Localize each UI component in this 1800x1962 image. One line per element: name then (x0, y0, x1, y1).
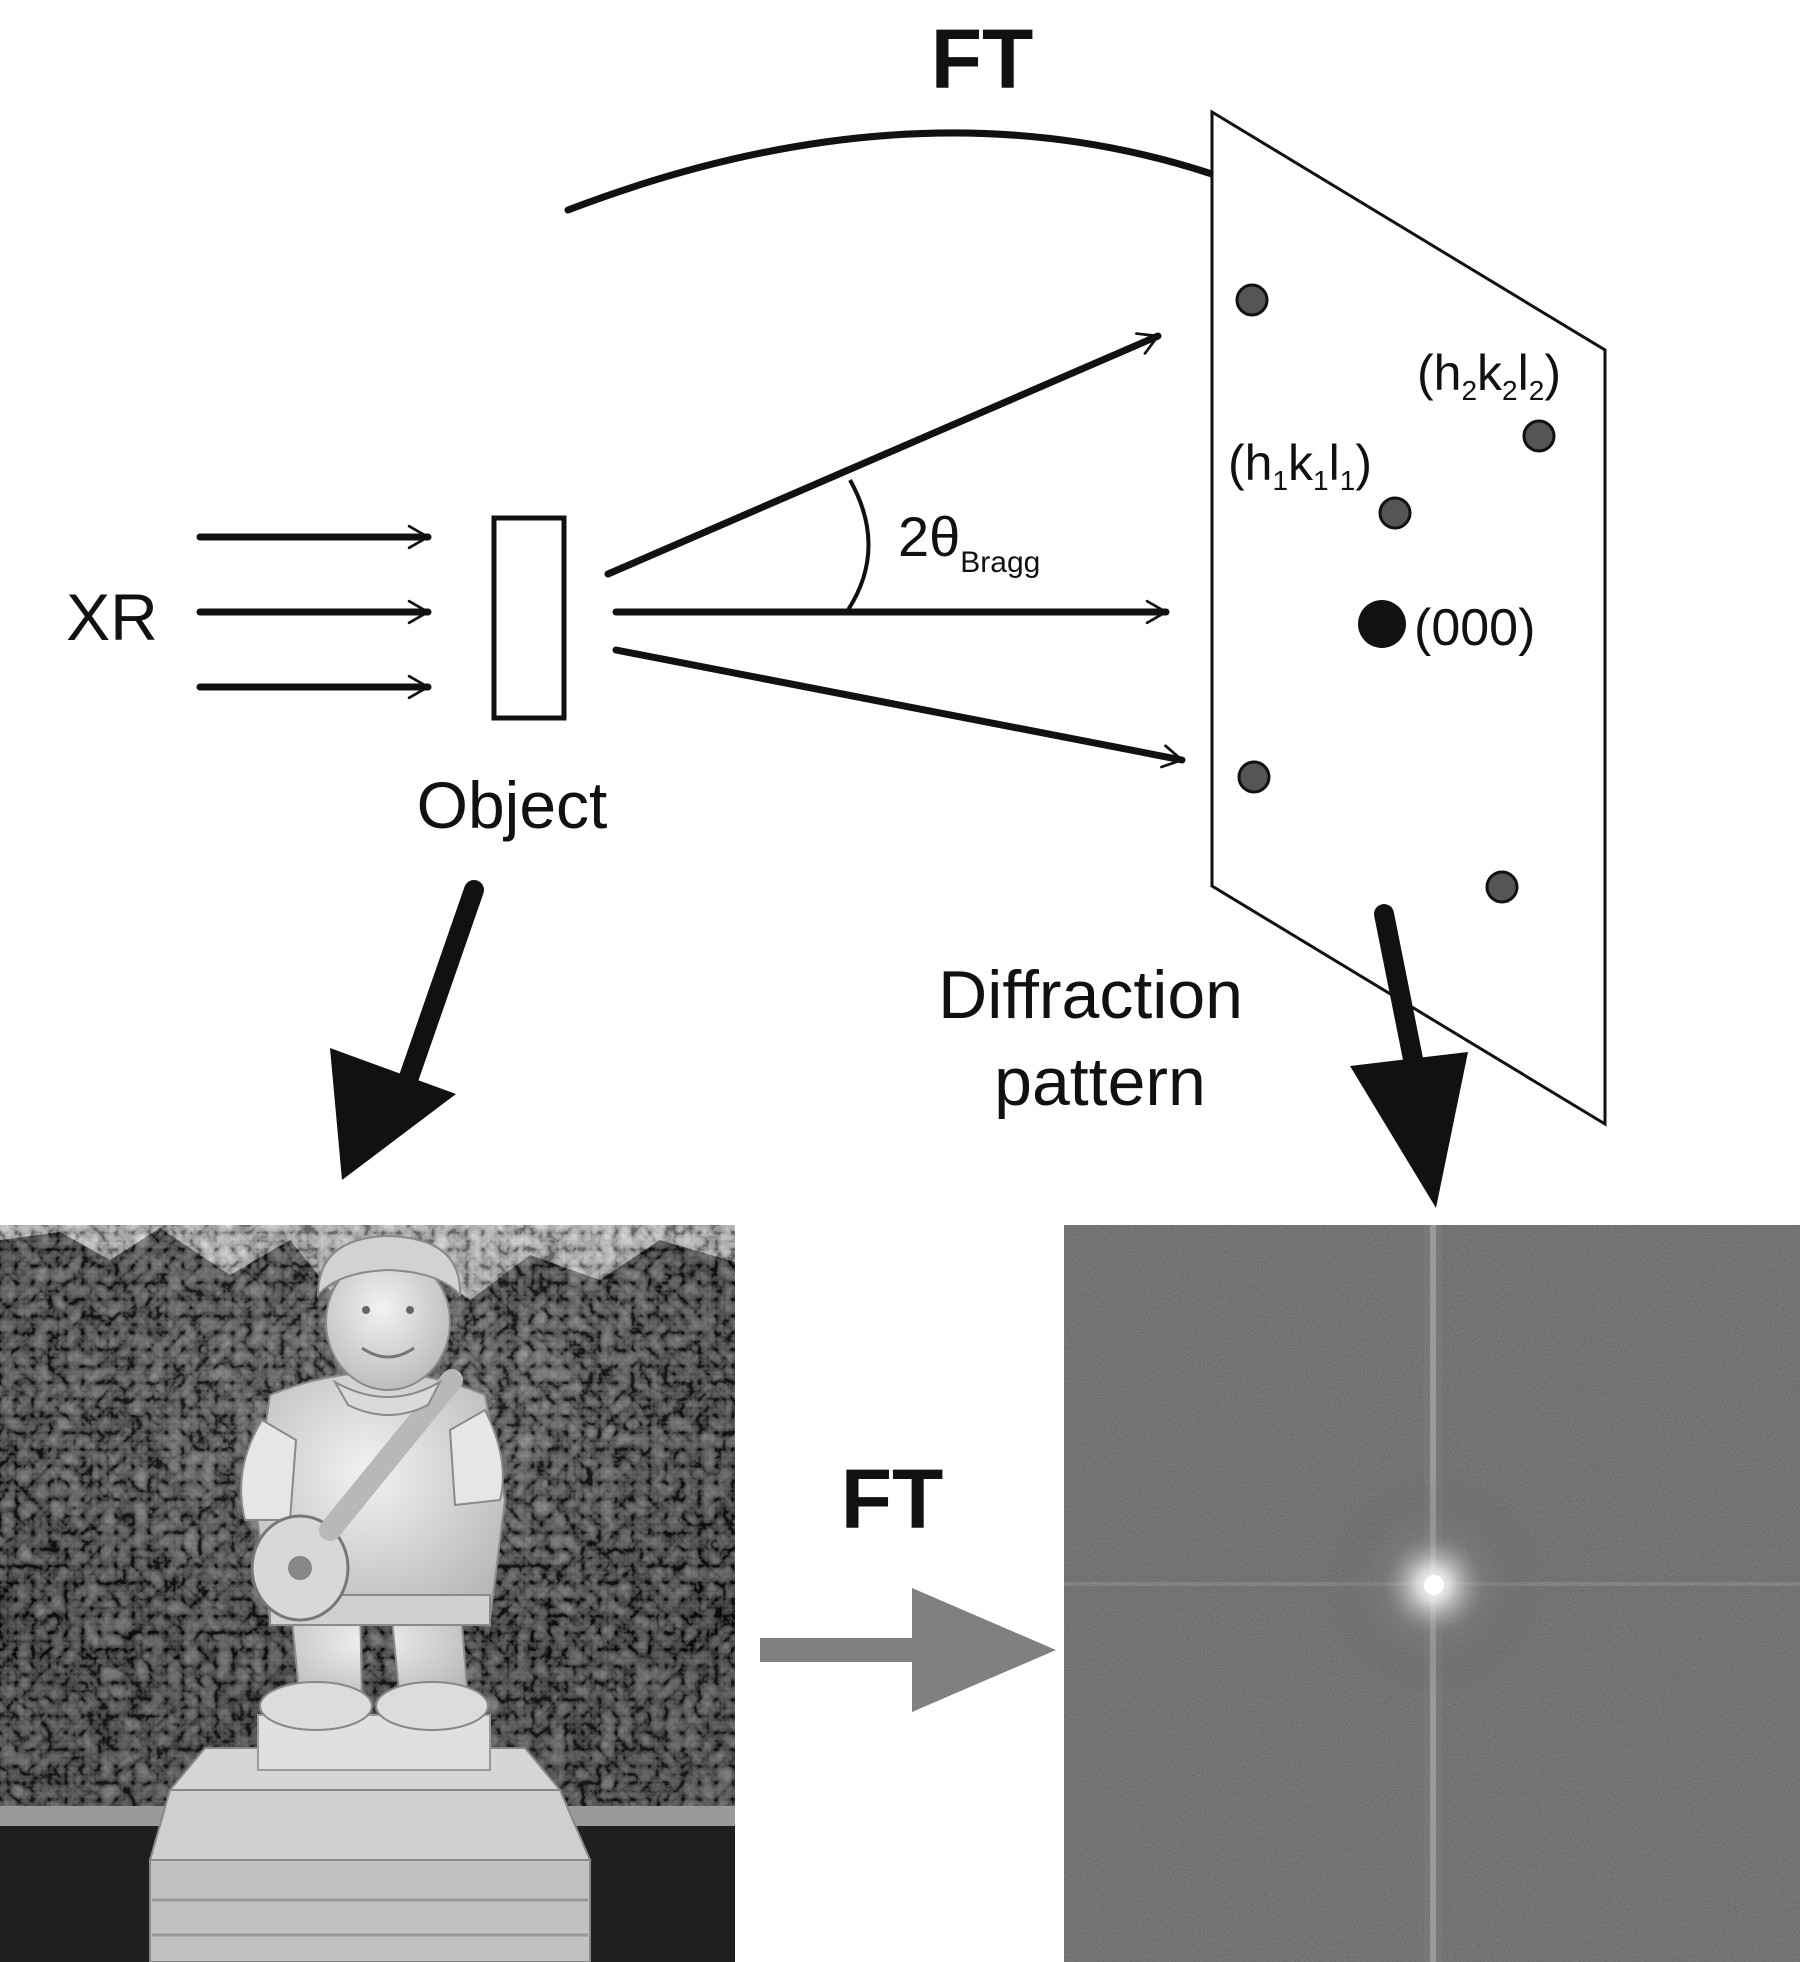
pedestal-base (149, 1859, 591, 1962)
origin-spot (1358, 600, 1406, 648)
ft-top-label: FT (931, 12, 1034, 106)
ft-top-group: FT (564, 12, 1289, 214)
ft-grey-arrow-shaft (760, 1638, 936, 1662)
ft-grey-arrow-head (912, 1588, 1056, 1712)
pedestal-body (148, 1789, 592, 1861)
down-arrows-group (330, 880, 1468, 1208)
object-label: Object (417, 768, 608, 842)
statue-guitar-neck (319, 1369, 463, 1541)
hkl2-label: (h2k2l2) (1417, 345, 1561, 406)
diffracted-beams-group: 2θBragg (604, 332, 1186, 769)
beam-upper (604, 332, 1162, 578)
detector-plane (1210, 109, 1607, 1127)
two-theta-main: 2θ (898, 505, 960, 568)
object-down-arrow-head (330, 1048, 456, 1180)
ft-bottom-group: FT (760, 1452, 1056, 1712)
object-group: Object (417, 515, 608, 842)
bragg-angle-arc (846, 479, 871, 612)
diffraction-spot-4 (1237, 760, 1271, 794)
statue-smile (361, 1346, 415, 1359)
ft-curved-arrow (564, 129, 1289, 214)
statue-shoes (259, 1681, 373, 1731)
ft-bottom-label: FT (841, 1452, 944, 1546)
origin-label: (000) (1414, 599, 1535, 657)
statue-hat (316, 1234, 462, 1298)
diffraction-spot-hkl2 (1522, 419, 1556, 453)
diffraction-pattern-label: Diffraction pattern (938, 957, 1262, 1120)
diffraction-spot-hkl1 (1378, 496, 1412, 530)
hkl1-label: (h1k1l1) (1228, 435, 1372, 496)
diffraction-label-line1: Diffraction (938, 957, 1243, 1033)
diffraction-spot-5 (1485, 870, 1519, 904)
fft-image (1064, 1225, 1800, 1962)
beam-lower (612, 646, 1186, 769)
xr-label: XR (66, 580, 158, 654)
statue-collar (332, 1379, 443, 1416)
diffraction-spot-1 (1235, 283, 1269, 317)
object-box (491, 515, 567, 721)
two-theta-label: 2θBragg (898, 505, 1040, 579)
incoming-xray-group: XR (66, 524, 432, 700)
statue-arm-left (240, 1418, 298, 1521)
bragg-subscript: Bragg (960, 546, 1040, 579)
pattern-down-arrow-shaft (1374, 904, 1428, 1094)
statue-photo (0, 1225, 735, 1962)
diffraction-label-line2: pattern (994, 1044, 1206, 1120)
statue-arm-right (448, 1408, 504, 1507)
detector-plane-group: (h2k2l2) (h1k1l1) (000) Diffraction patt… (938, 109, 1607, 1127)
pattern-down-arrow-head (1350, 1052, 1468, 1208)
object-down-arrow-shaft (398, 880, 484, 1090)
